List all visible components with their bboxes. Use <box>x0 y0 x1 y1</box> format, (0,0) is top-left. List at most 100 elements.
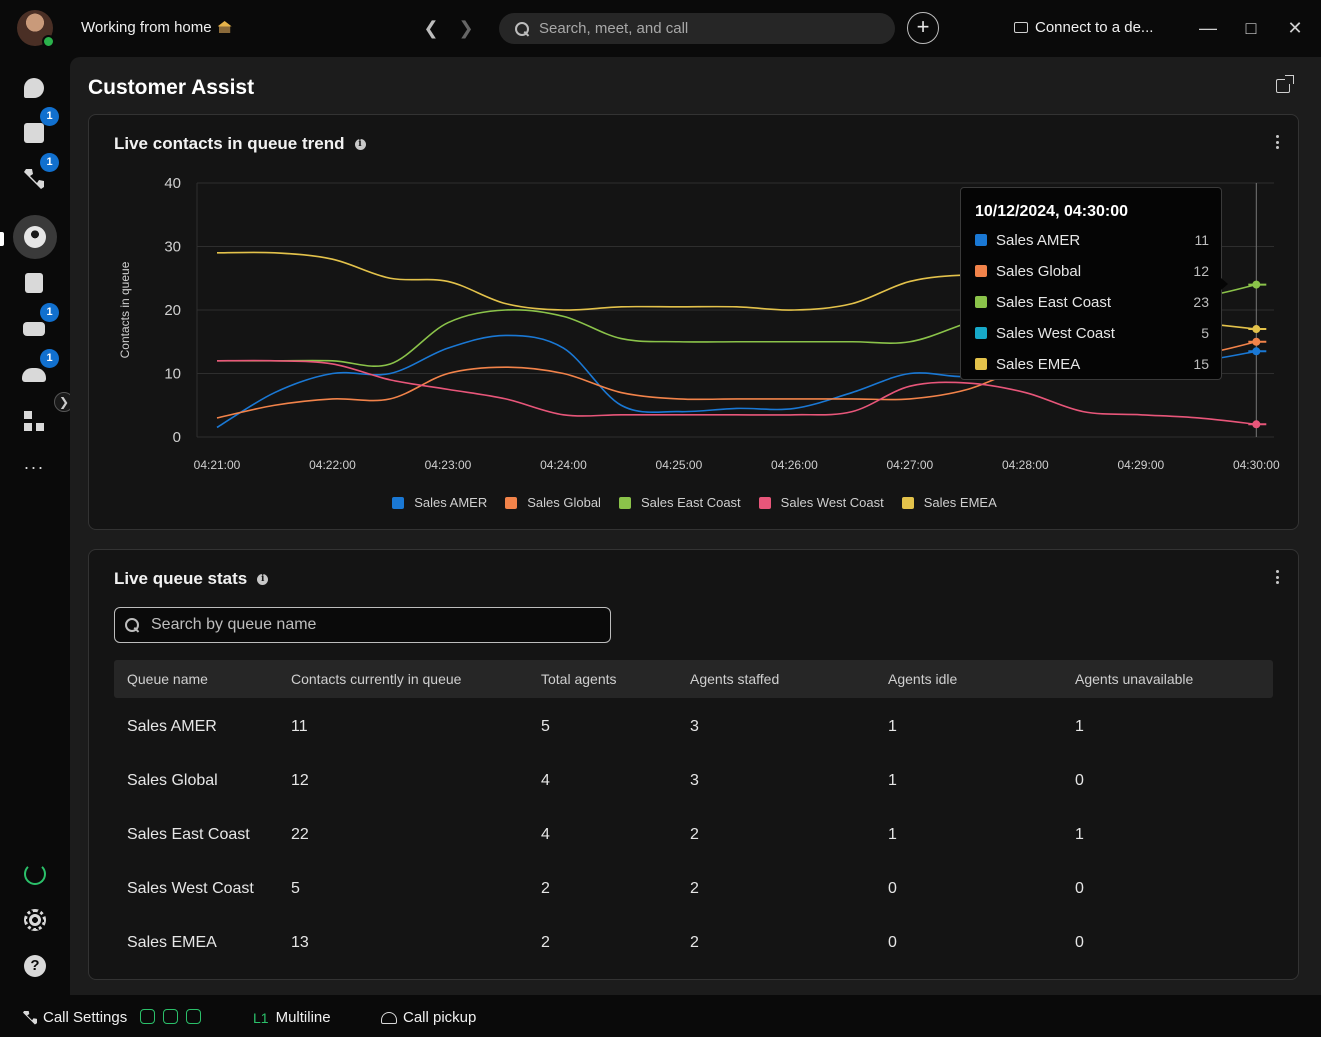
back-button[interactable]: ❮ <box>423 18 439 38</box>
tooltip-series-name: Sales EMEA <box>996 355 1081 373</box>
x-tick-label: 04:28:00 <box>1002 458 1049 472</box>
table-cell: 3 <box>690 772 699 789</box>
trend-card: Live contacts in queue trend i 0 10 20 30 40… <box>88 114 1299 530</box>
table-cell: Sales Global <box>127 772 218 789</box>
trend-card-menu-button[interactable] <box>1276 135 1280 149</box>
apps-icon <box>24 411 44 431</box>
legend-item[interactable]: Sales AMER <box>392 495 487 510</box>
tooltip-swatch <box>975 234 987 246</box>
x-tick-label: 04:29:00 <box>1117 458 1164 472</box>
rail-calendar[interactable]: 1 <box>14 107 59 153</box>
table-cell: 2 <box>541 934 550 951</box>
maximize-button[interactable]: □ <box>1245 18 1257 38</box>
legend-item[interactable]: Sales Global <box>505 495 601 510</box>
table-cell: 0 <box>1075 934 1084 951</box>
table-row[interactable]: Sales East Coast 22 4 2 1 1 <box>114 806 1273 860</box>
table-cell: 1 <box>1075 826 1084 843</box>
legend-item[interactable]: Sales East Coast <box>618 495 741 510</box>
legend-item[interactable]: Sales West Coast <box>758 495 884 510</box>
y-tick-label: 40 <box>164 175 181 192</box>
table-cell: 12 <box>291 772 309 789</box>
minimize-button[interactable]: — <box>1199 18 1217 38</box>
legend-swatch <box>618 496 631 509</box>
rail-help[interactable]: ? <box>22 953 48 979</box>
forward-button[interactable]: ❯ <box>458 18 474 38</box>
table-cell: 4 <box>541 772 550 789</box>
chat-icon <box>24 78 44 98</box>
table-body: Sales AMER 11 5 3 1 1 Sales Global 12 4 3 1 0 Sales … <box>114 698 1273 968</box>
y-axis-label: Contacts in queue <box>118 261 132 358</box>
table-cell: Sales EMEA <box>127 934 217 951</box>
rail-apps[interactable] <box>14 401 54 441</box>
phone-icon <box>24 169 44 189</box>
series-point-sales-west-coast <box>1252 420 1261 429</box>
queue-search-input[interactable]: Search by queue name <box>114 607 611 643</box>
search-icon <box>515 21 529 36</box>
column-header[interactable]: Total agents <box>541 671 617 687</box>
user-avatar[interactable] <box>17 10 55 48</box>
customer-assist-icon <box>24 226 46 248</box>
rail-calls[interactable]: 1 <box>14 153 59 199</box>
x-tick-label: 04:21:00 <box>194 458 241 472</box>
legend-item[interactable]: Sales EMEA <box>901 495 997 510</box>
table-cell: 13 <box>291 934 309 951</box>
new-action-button[interactable]: + <box>907 12 939 44</box>
stats-card-title: Live queue stats i <box>114 569 269 589</box>
table-row[interactable]: Sales West Coast 5 2 2 0 0 <box>114 860 1273 914</box>
call-pickup-button[interactable]: Call pickup <box>381 1009 476 1026</box>
page-title: Customer Assist <box>88 76 255 99</box>
dnd-status-icon[interactable] <box>186 1009 201 1024</box>
table-cell: Sales West Coast <box>127 880 254 897</box>
tooltip-row: Sales East Coast 23 <box>975 292 1209 312</box>
table-cell: 0 <box>1075 772 1084 789</box>
stats-card-menu-button[interactable] <box>1276 570 1280 584</box>
tooltip-row: Sales West Coast 5 <box>975 323 1209 343</box>
call-settings-button[interactable]: Call Settings <box>23 1009 127 1026</box>
legend-swatch <box>392 496 405 509</box>
table-row[interactable]: Sales AMER 11 5 3 1 1 <box>114 698 1273 752</box>
legend-label: Sales Global <box>527 495 601 510</box>
column-header[interactable]: Agents idle <box>888 671 958 687</box>
x-tick-label: 04:23:00 <box>425 458 472 472</box>
trend-card-title: Live contacts in queue trend i <box>114 134 366 154</box>
tooltip-title: 10/12/2024, 04:30:00 <box>975 203 1129 220</box>
column-header[interactable]: Agents unavailable <box>1075 671 1194 687</box>
info-icon[interactable]: i <box>354 138 366 150</box>
rail-settings[interactable] <box>22 907 48 933</box>
popout-icon[interactable] <box>1276 75 1294 93</box>
connect-device-button[interactable]: Connect to a de... <box>1014 19 1153 36</box>
main-panel: Customer Assist Live contacts in queue t… <box>70 57 1321 995</box>
queue-stats-table: Queue name Contacts currently in queue Tot… <box>114 660 1273 968</box>
tooltip-series-value: 23 <box>1193 294 1209 310</box>
table-cell: Sales East Coast <box>127 826 250 843</box>
rail-voicemail[interactable]: 1 <box>14 303 59 349</box>
rail-customer-assist[interactable] <box>13 215 57 259</box>
x-tick-label: 04:25:00 <box>656 458 703 472</box>
tooltip-swatch <box>975 296 987 308</box>
forward-status-icon[interactable] <box>163 1009 178 1024</box>
table-row[interactable]: Sales Global 12 4 3 1 0 <box>114 752 1273 806</box>
rail-more[interactable]: ··· <box>14 447 54 487</box>
connect-device-label: Connect to a de... <box>1035 19 1154 36</box>
trend-chart: 0 10 20 30 40 Contacts in queue 04:21:00 04:22:… <box>118 175 1280 472</box>
table-row[interactable]: Sales EMEA 13 2 2 0 0 <box>114 914 1273 968</box>
global-search-placeholder: Search, meet, and call <box>539 20 689 37</box>
x-tick-label: 04:24:00 <box>540 458 587 472</box>
rail-contacts[interactable] <box>14 263 54 303</box>
multiline-button[interactable]: L1 Multiline <box>253 1009 331 1026</box>
status-message[interactable]: Working from home <box>81 19 232 36</box>
rail-refresh[interactable] <box>22 861 48 887</box>
column-header[interactable]: Queue name <box>127 671 208 687</box>
line-indicator: L1 <box>253 1009 269 1026</box>
voicemail-status-icon[interactable] <box>140 1009 155 1024</box>
rail-teams[interactable]: 1 <box>14 349 59 395</box>
legend-label: Sales East Coast <box>640 495 741 510</box>
series-line-sales-west-coast <box>216 359 1257 426</box>
refresh-icon <box>24 863 46 885</box>
global-search-input[interactable]: Search, meet, and call <box>499 13 895 44</box>
column-header[interactable]: Contacts currently in queue <box>291 671 462 687</box>
column-header[interactable]: Agents staffed <box>690 671 780 687</box>
close-button[interactable]: ✕ <box>1287 18 1303 38</box>
info-icon[interactable]: i <box>257 573 269 585</box>
rail-messaging[interactable] <box>14 68 54 108</box>
